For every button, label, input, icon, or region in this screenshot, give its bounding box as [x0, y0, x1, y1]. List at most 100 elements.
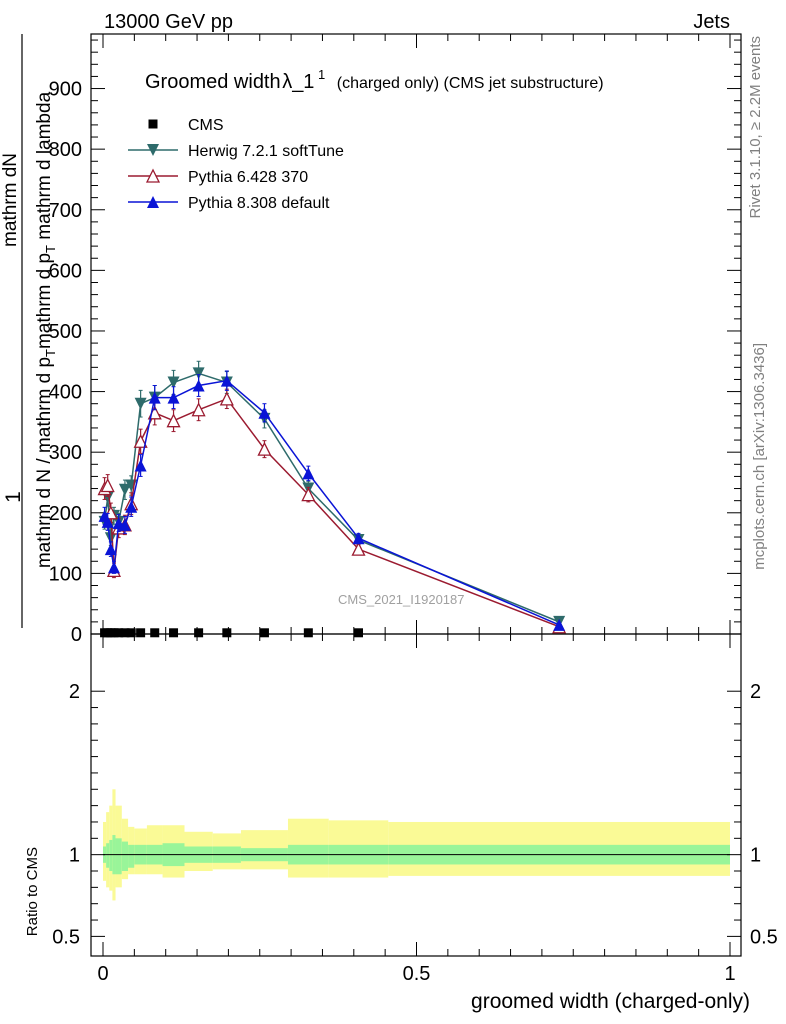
data-point: [303, 628, 313, 638]
data-point: [194, 628, 204, 638]
energy-label: 13000 GeV pp: [104, 11, 233, 33]
data-point: [134, 459, 147, 472]
series-line: [103, 379, 560, 626]
ratio-inner-band: [121, 841, 129, 872]
ratio-bands: [103, 789, 730, 901]
ratio-ytick-label-right: 0.5: [750, 926, 778, 948]
data-point: [114, 628, 124, 638]
ratio-xtick-label: 0: [97, 963, 108, 985]
main-ytick-label: 400: [49, 382, 82, 404]
data-point: [192, 379, 205, 392]
data-point: [100, 478, 115, 493]
main-ylabel: 1 mathrm dN mathrm d N / mathrm d pTmath…: [0, 34, 58, 628]
ratio-ytick-label: 0.5: [52, 926, 80, 948]
legend-item: Herwig 7.2.1 softTune: [128, 143, 344, 160]
chart-title-suffix: (charged only) (CMS jet substructure): [337, 75, 604, 92]
data-point: [125, 500, 138, 513]
legend: CMS Herwig 7.2.1 softTune Pythia 6.428 370…: [128, 117, 344, 212]
series-square: [100, 628, 364, 638]
data-point: [258, 406, 271, 419]
main-ytick-label: 300: [49, 442, 82, 464]
legend-label: Pythia 8.308 default: [188, 195, 330, 212]
data-point: [352, 532, 365, 545]
data-point: [109, 628, 119, 638]
main-ytick-label: 100: [49, 563, 82, 585]
ratio-xtick-label: 0.5: [403, 963, 431, 985]
ratio-inner-band: [115, 838, 122, 875]
main-ytick-label: 500: [49, 321, 82, 343]
legend-marker: [147, 196, 159, 208]
data-point: [302, 467, 315, 480]
data-point: [118, 483, 131, 496]
ratio-ytick-label-right: 1: [750, 845, 761, 867]
legend-item: Pythia 8.308 default: [128, 195, 330, 212]
chart-title-main: Groomed width: [145, 71, 281, 93]
data-point: [107, 561, 120, 574]
data-point: [553, 618, 566, 631]
data-point: [354, 628, 364, 638]
chart-title: Groomed width λ_1 1 (charged only) (CMS …: [145, 62, 604, 93]
analysis-watermark: CMS_2021_I1920187: [338, 592, 465, 607]
ratio-ytick-label: 2: [69, 681, 80, 703]
rivet-version-label: Rivet 3.1.10, ≥ 2.2M events: [747, 36, 764, 219]
main-ytick-label: 800: [49, 139, 82, 161]
category-label: Jets: [693, 11, 730, 33]
ratio-inner-band: [128, 844, 135, 868]
data-point: [167, 391, 180, 404]
series-triangle-down: [98, 360, 566, 628]
main-ytick-label: 200: [49, 503, 82, 525]
main-ytick-label: 600: [49, 260, 82, 282]
ylabel-denominator: mathrm d N / mathrm d pTmathrm d pT math…: [34, 91, 58, 568]
data-point: [104, 543, 117, 556]
data-point: [259, 628, 269, 638]
data-point: [219, 391, 234, 406]
data-point: [104, 532, 117, 545]
ylabel-one: 1: [2, 491, 25, 503]
data-point: [118, 518, 131, 531]
data-point: [169, 628, 179, 638]
ratio-xtick-label: 1: [724, 963, 735, 985]
data-point: [134, 397, 147, 410]
main-x-ticks: [102, 34, 731, 634]
data-point: [192, 367, 205, 380]
main-ytick-label: 0: [71, 624, 82, 646]
data-point: [133, 433, 148, 448]
data-point: [301, 487, 316, 502]
legend-marker: [147, 144, 159, 156]
mcplots-label: mcplots.cern.ch [arXiv:1306.3436]: [751, 343, 768, 570]
data-point: [166, 413, 181, 428]
main-ytick-label: 900: [49, 79, 82, 101]
data-point: [126, 628, 136, 638]
ratio-ylabel: Ratio to CMS: [24, 847, 41, 936]
series-line: [103, 372, 560, 623]
ylabel-numerator: mathrm dN: [0, 153, 21, 247]
data-point: [150, 628, 160, 638]
data-point: [191, 402, 206, 417]
data-point: [222, 628, 232, 638]
legend-marker: [148, 119, 158, 129]
ratio-y-ticks: 0.5 0.5 1 1 2 2: [52, 681, 778, 948]
data-point: [257, 441, 272, 456]
data-point: [351, 541, 366, 556]
legend-item: CMS: [148, 117, 224, 134]
data-point: [148, 391, 161, 404]
data-point: [120, 628, 130, 638]
data-point: [220, 374, 233, 387]
chart-title-sup: 1: [318, 67, 325, 82]
data-point: [101, 515, 114, 528]
legend-label: Pythia 6.428 370: [188, 169, 308, 186]
chart-title-lambda: λ_1: [282, 71, 314, 93]
legend-marker: [145, 168, 161, 183]
ratio-inner-band: [109, 839, 113, 872]
legend-item: Pythia 6.428 370: [128, 168, 308, 186]
series-triangle-up: [98, 370, 566, 631]
legend-label: Herwig 7.2.1 softTune: [188, 143, 344, 160]
data-point: [136, 628, 146, 638]
main-ytick-label: 700: [49, 200, 82, 222]
ratio-inner-band: [106, 843, 110, 868]
series-layer: [97, 360, 567, 638]
data-point: [167, 376, 180, 389]
ratio-plot-frame: [90, 633, 742, 957]
legend-label: CMS: [188, 117, 224, 134]
